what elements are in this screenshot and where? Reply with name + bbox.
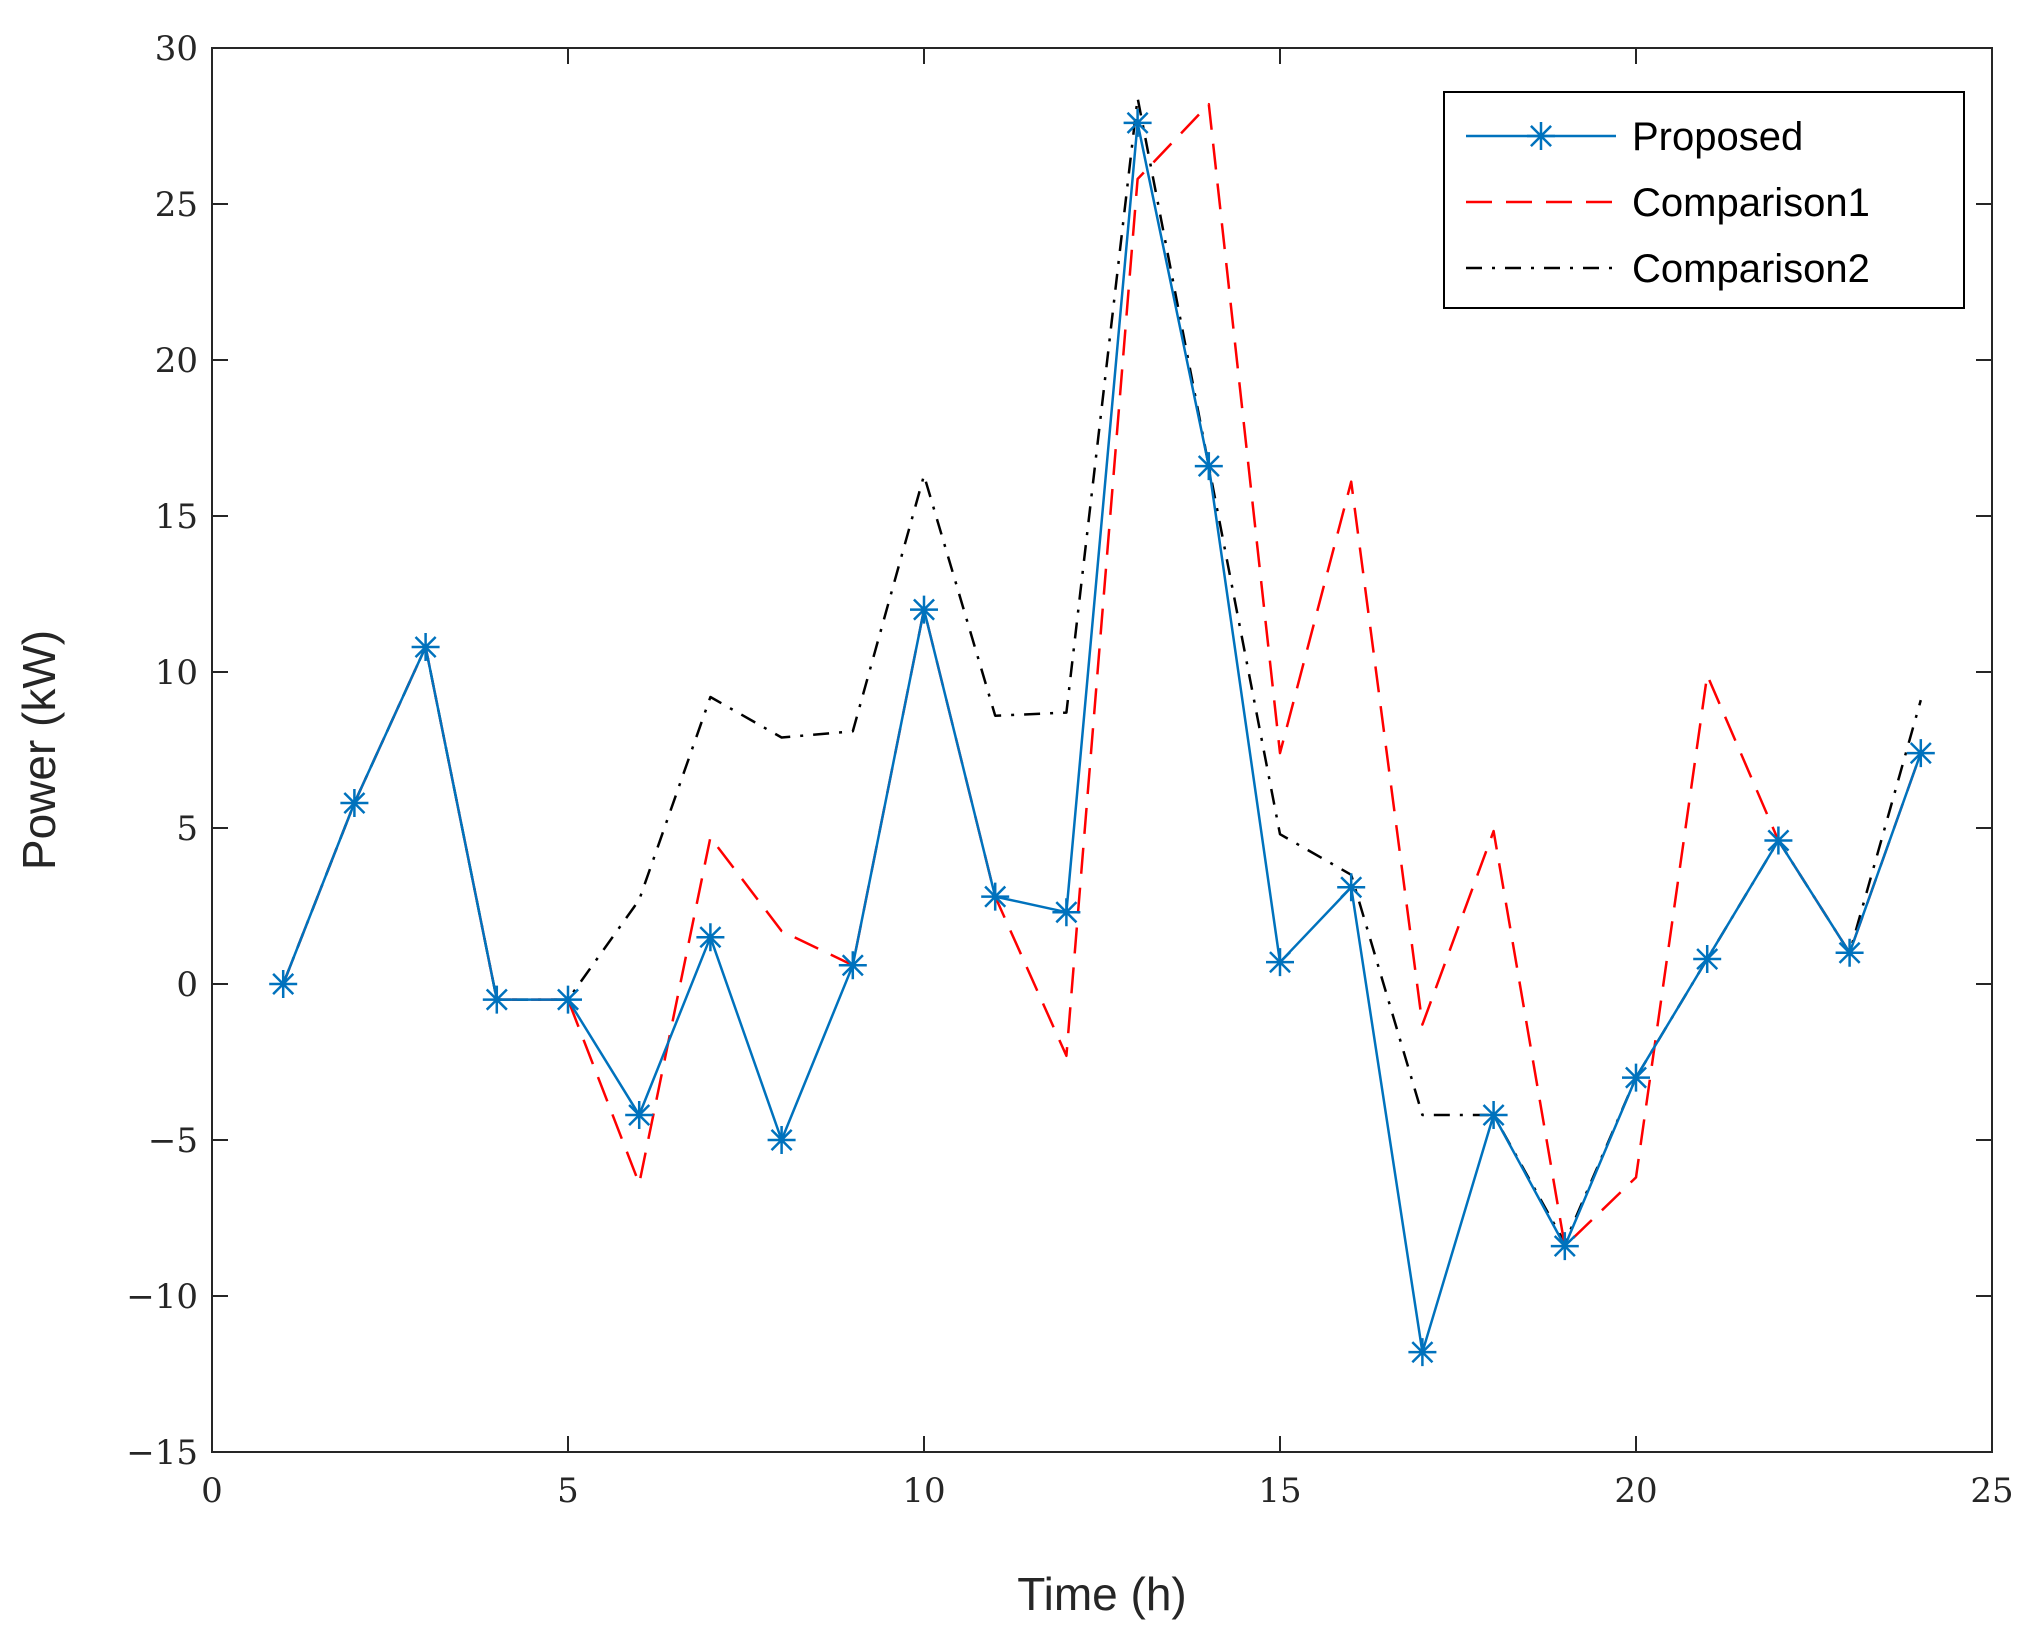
- data-point-proposed: [1408, 1338, 1437, 1367]
- legend-label-comparison2: Comparison2: [1632, 247, 1870, 291]
- data-point-proposed: [1052, 898, 1081, 927]
- y-tick-label: 20: [155, 341, 198, 381]
- data-point-proposed: [1622, 1063, 1650, 1092]
- data-point-proposed: [696, 923, 725, 952]
- y-tick-label: 15: [155, 497, 198, 537]
- y-tick-label: −15: [126, 1433, 198, 1473]
- data-point-proposed: [411, 633, 440, 662]
- data-point-proposed: [910, 595, 938, 624]
- x-axis-label: Time (h): [1017, 1568, 1187, 1620]
- axes-layer: 0 5 10 15 20 25 −15 −10 −5 0 5 10 15 20 25 30: [126, 29, 2013, 1511]
- x-tick-label: 20: [1614, 1471, 1657, 1511]
- legend-marker-proposed: [1527, 122, 1555, 150]
- data-point-proposed: [340, 789, 369, 818]
- y-tick-label: 30: [155, 29, 198, 69]
- x-tick-label: 5: [557, 1471, 579, 1511]
- data-point-proposed: [625, 1101, 654, 1130]
- data-point-proposed: [1479, 1101, 1508, 1130]
- legend-label-comparison1: Comparison1: [1632, 181, 1870, 225]
- data-point-proposed: [1906, 739, 1935, 768]
- data-point-proposed: [482, 985, 511, 1014]
- x-tick-label: 10: [902, 1471, 945, 1511]
- legend: Proposed Comparison1 Comparison2: [1443, 91, 1965, 309]
- data-point-proposed: [1337, 873, 1366, 902]
- data-point-proposed: [838, 951, 867, 980]
- data-point-proposed: [1194, 452, 1223, 481]
- data-point-proposed: [1693, 945, 1722, 974]
- data-point-proposed: [1835, 938, 1864, 967]
- x-tick-label: 0: [201, 1471, 223, 1511]
- data-point-proposed: [1266, 948, 1294, 977]
- y-tick-label: 0: [176, 965, 198, 1005]
- y-tick-label: −10: [126, 1277, 198, 1317]
- data-point-proposed: [981, 882, 1010, 911]
- series-layer: [269, 96, 1935, 1367]
- x-tick-label: 15: [1258, 1471, 1301, 1511]
- data-point-proposed: [269, 970, 298, 998]
- data-point-proposed: [767, 1126, 796, 1154]
- data-point-proposed: [1123, 108, 1152, 137]
- legend-label-proposed: Proposed: [1632, 115, 1803, 159]
- y-tick-label: 10: [155, 653, 198, 693]
- data-point-proposed: [554, 985, 582, 1014]
- data-point-proposed: [1764, 826, 1793, 855]
- y-tick-label: 25: [155, 185, 198, 225]
- data-point-proposed: [1550, 1232, 1579, 1261]
- legend-box: [1443, 91, 1965, 309]
- y-axis-label: Power (kW): [13, 630, 65, 870]
- x-tick-label: 25: [1970, 1471, 2013, 1511]
- y-tick-label: −5: [148, 1121, 198, 1161]
- y-tick-label: 5: [176, 809, 198, 849]
